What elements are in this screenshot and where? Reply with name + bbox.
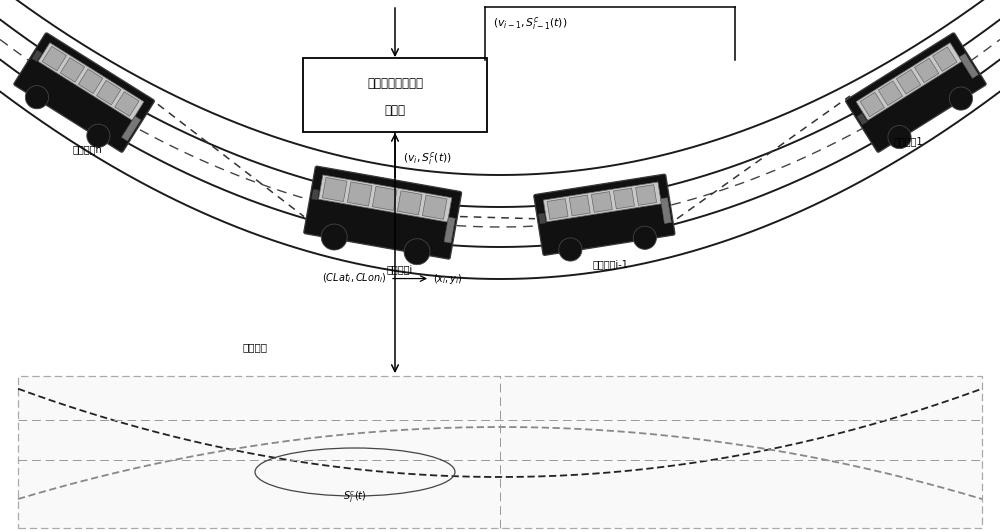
Bar: [933, 47, 957, 71]
Text: 车辆节点i-1: 车辆节点i-1: [592, 259, 628, 269]
Text: $(CLat_i,CLon_i)$: $(CLat_i,CLon_i)$: [322, 272, 387, 285]
Bar: [959, 53, 978, 78]
Bar: [372, 186, 397, 211]
Text: 地图匹配: 地图匹配: [242, 342, 268, 352]
Bar: [538, 213, 546, 224]
Bar: [322, 178, 347, 202]
Bar: [347, 182, 372, 206]
Bar: [896, 70, 921, 94]
Bar: [78, 69, 103, 94]
FancyBboxPatch shape: [304, 166, 462, 259]
FancyBboxPatch shape: [534, 174, 675, 255]
Bar: [38, 43, 144, 120]
Bar: [915, 58, 939, 82]
Bar: [444, 217, 455, 243]
Bar: [661, 198, 671, 223]
Bar: [878, 81, 903, 105]
Bar: [613, 188, 634, 209]
Circle shape: [888, 126, 911, 148]
FancyBboxPatch shape: [303, 58, 487, 132]
Circle shape: [25, 86, 49, 109]
Bar: [311, 189, 319, 200]
Circle shape: [321, 224, 347, 250]
Bar: [32, 50, 42, 62]
Circle shape: [404, 239, 430, 265]
Circle shape: [633, 226, 656, 250]
Bar: [857, 113, 867, 125]
Bar: [547, 198, 568, 219]
Text: $(v_i,S^c_i(t))$: $(v_i,S^c_i(t))$: [403, 149, 452, 167]
Bar: [422, 195, 447, 219]
Bar: [60, 57, 85, 82]
Text: 车辆节点i: 车辆节点i: [387, 264, 413, 275]
Bar: [860, 92, 884, 117]
Circle shape: [87, 124, 110, 147]
Bar: [856, 43, 962, 120]
FancyBboxPatch shape: [846, 33, 986, 152]
Bar: [397, 191, 422, 215]
Bar: [42, 46, 67, 71]
Bar: [122, 116, 141, 141]
Circle shape: [559, 238, 582, 261]
Bar: [319, 175, 452, 222]
Bar: [569, 195, 590, 216]
Text: 车辆节点n: 车辆节点n: [72, 144, 102, 154]
Text: $S^c_i(t)$: $S^c_i(t)$: [343, 490, 367, 505]
Bar: [591, 192, 612, 212]
Bar: [543, 182, 661, 222]
FancyBboxPatch shape: [14, 33, 154, 152]
Text: $(v_{i-1},S^c_{i-1}(t))$: $(v_{i-1},S^c_{i-1}(t))$: [493, 15, 567, 32]
Bar: [636, 185, 657, 205]
Bar: [115, 92, 139, 117]
Circle shape: [949, 87, 973, 110]
Text: 车辆节点1: 车辆节点1: [893, 136, 923, 146]
Bar: [18, 376, 982, 528]
Text: 自适应跟车间距误: 自适应跟车间距误: [367, 77, 423, 89]
Text: $(x_i,y_i)$: $(x_i,y_i)$: [433, 271, 463, 286]
Text: 差计算: 差计算: [384, 104, 406, 117]
Bar: [97, 80, 121, 105]
